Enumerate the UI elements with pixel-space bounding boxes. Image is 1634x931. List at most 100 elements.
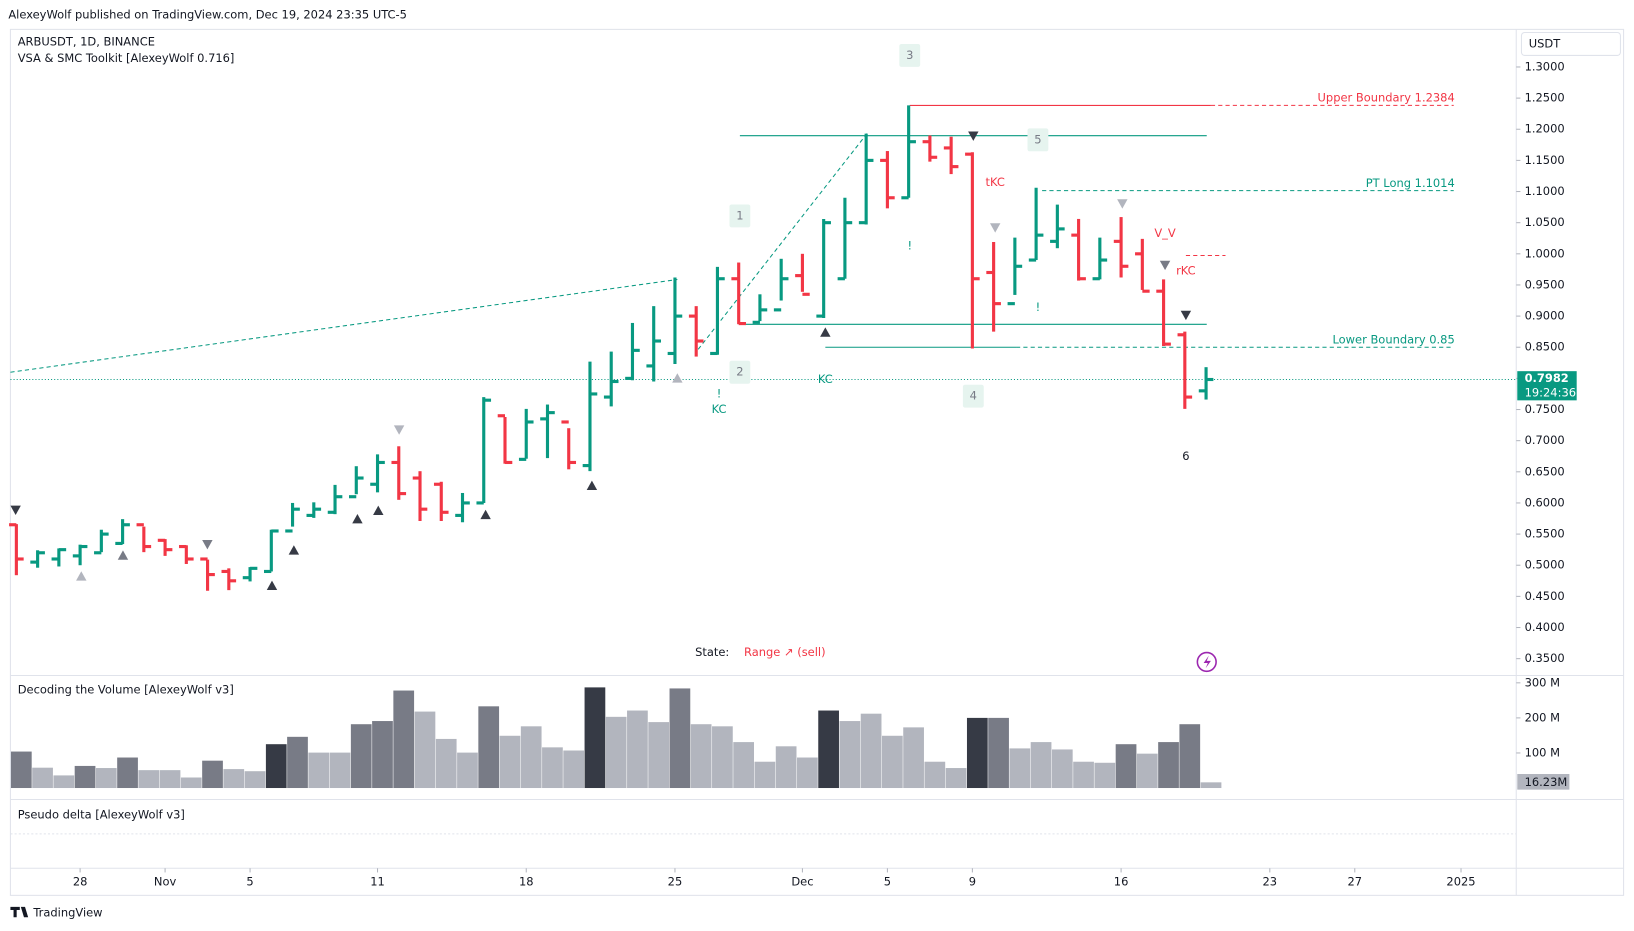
label-box <box>729 204 751 228</box>
vsa-marker <box>266 580 278 591</box>
annotation: rKC <box>1176 264 1196 278</box>
volume-tick-label: 100 M <box>1525 745 1560 759</box>
vsa-marker <box>1180 310 1192 321</box>
y-tick-label: 0.9500 <box>1525 277 1565 291</box>
vsa-marker <box>586 480 598 490</box>
volume-bar <box>839 721 861 789</box>
x-tick-label: 25 <box>668 874 683 888</box>
symbol: ARBUSDT, 1D, BINANCE <box>18 34 155 48</box>
x-tick-label: 5 <box>246 874 253 888</box>
y-tick-label: 0.6500 <box>1525 464 1565 478</box>
alert-bolt <box>1203 655 1211 669</box>
volume-bar <box>1179 724 1201 789</box>
volume-bar <box>478 706 500 789</box>
y-tick-label: 1.2500 <box>1525 91 1565 105</box>
volume-bar <box>202 760 223 789</box>
annotation: ! <box>1036 300 1041 314</box>
volume-bar <box>265 744 287 789</box>
volume-bar <box>1200 782 1222 789</box>
volume-bar <box>1115 744 1137 789</box>
y-tick-label: 1.1000 <box>1525 184 1565 198</box>
delta-title: Pseudo delta [AlexeyWolf v3] <box>18 808 185 822</box>
volume-bar <box>988 717 1009 789</box>
volume-bar <box>308 752 330 789</box>
y-tick-label: 0.7500 <box>1525 402 1565 416</box>
volume-bar <box>627 710 648 789</box>
volume-bar <box>117 757 138 789</box>
volume-bar <box>499 735 521 789</box>
x-tick-label: 9 <box>969 874 976 888</box>
vsa-marker <box>672 373 683 383</box>
last-price-label: 0.7982 <box>1525 371 1569 385</box>
volume-bar <box>797 757 818 789</box>
y-tick-label: 0.3500 <box>1525 651 1565 665</box>
volume-bar <box>32 767 53 789</box>
volume-bar <box>966 717 988 789</box>
volume-bar <box>244 771 266 789</box>
vsa-marker <box>76 571 87 581</box>
countdown: 19:24:36 <box>1525 386 1576 400</box>
volume-bar <box>881 735 903 789</box>
volume-bar <box>138 770 160 789</box>
volume-bar <box>924 761 946 789</box>
volume-bar <box>1094 762 1116 789</box>
x-tick-label: 18 <box>519 874 534 888</box>
volume-bar <box>542 747 563 789</box>
volume-bar <box>1073 761 1094 789</box>
volume-bar <box>74 765 96 789</box>
volume-bar <box>329 752 351 789</box>
label-box <box>1027 128 1049 152</box>
published: AlexeyWolf published on TradingView.com,… <box>8 7 407 21</box>
level-label: Lower Boundary 0.85 <box>1333 332 1455 346</box>
vsa-marker <box>1117 199 1128 209</box>
brand: TradingView <box>32 906 102 920</box>
volume-bar <box>775 746 797 789</box>
vsa-marker <box>820 327 831 337</box>
volume-bar <box>605 716 627 789</box>
annotation: 5 <box>1034 132 1041 146</box>
volume-tick-label: 200 M <box>1525 710 1560 724</box>
volume-bar <box>350 724 372 789</box>
currency-box[interactable] <box>1520 31 1621 56</box>
volume-bar <box>520 726 542 789</box>
level-label: PT Long 1.1014 <box>1366 176 1455 190</box>
x-tick-label: 27 <box>1347 874 1362 888</box>
alert-icon[interactable] <box>1196 651 1217 673</box>
annotation: 3 <box>906 48 913 62</box>
volume-bar <box>712 726 733 789</box>
annotation: KC <box>712 402 727 416</box>
volume-bar <box>414 711 436 789</box>
annotation: 2 <box>736 365 743 379</box>
volume-last-box <box>1517 773 1570 790</box>
level-label: Upper Boundary 1.2384 <box>1318 91 1455 105</box>
state-value: Range ↗ (sell) <box>744 645 826 659</box>
label-box <box>962 384 984 408</box>
vsa-marker <box>968 131 979 141</box>
x-tick-label: 16 <box>1114 874 1129 888</box>
volume-bar <box>584 687 606 789</box>
y-tick-label: 1.3000 <box>1525 59 1565 73</box>
y-tick-label: 0.4000 <box>1525 620 1565 634</box>
volume-tick-label: 300 M <box>1525 675 1560 689</box>
label-box <box>899 43 921 67</box>
vsa-marker <box>202 540 213 550</box>
vsa-marker <box>288 545 300 555</box>
annotation: tKC <box>986 175 1005 189</box>
volume-bar <box>372 721 393 789</box>
volume-bar <box>287 736 308 789</box>
annotation: V_V <box>1154 226 1176 240</box>
x-tick-label: Nov <box>154 874 177 888</box>
currency[interactable]: USDT <box>1529 36 1561 50</box>
annotation: ! <box>717 387 722 401</box>
volume-bar <box>648 722 670 789</box>
y-tick-label: 0.4500 <box>1525 589 1565 603</box>
volume-bar <box>180 777 202 789</box>
x-tick-label: Dec <box>791 874 813 888</box>
x-tick-label: 5 <box>884 874 891 888</box>
vsa-marker <box>393 425 405 435</box>
state-label: State: <box>695 645 729 659</box>
volume-bar <box>457 752 478 789</box>
vsa-marker <box>352 513 363 524</box>
annotation: ! <box>907 239 912 253</box>
